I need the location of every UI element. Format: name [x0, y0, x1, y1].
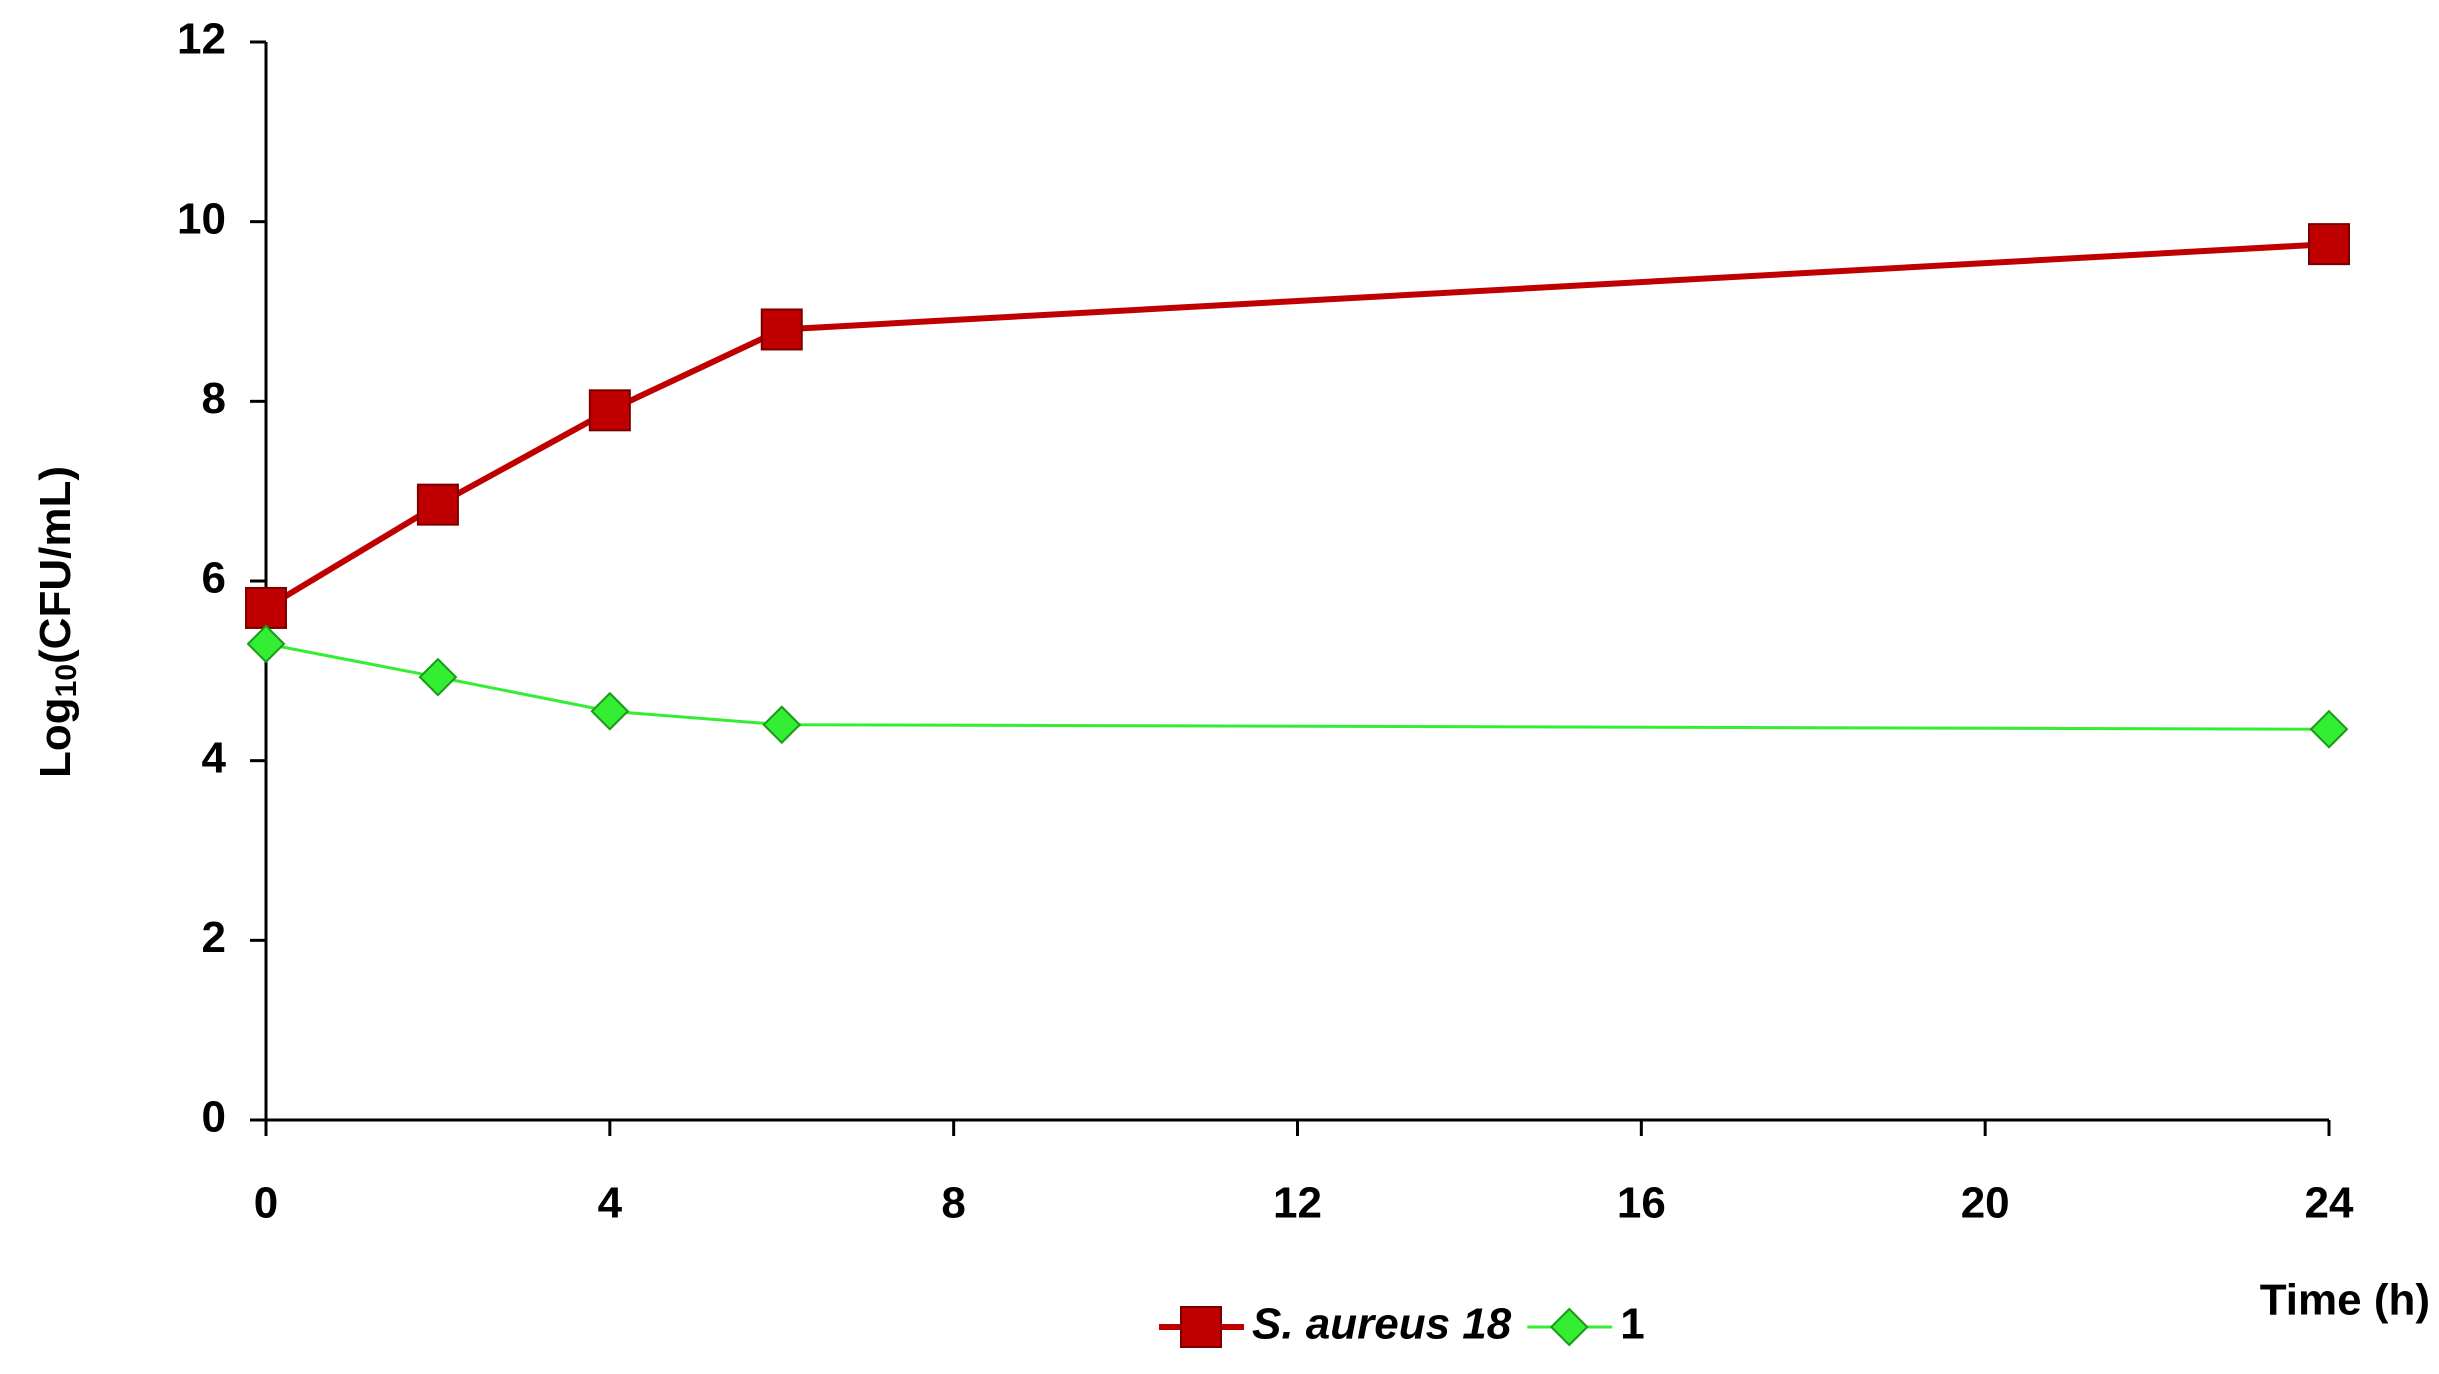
y-label-part: Log: [31, 697, 80, 778]
data-point: [418, 657, 458, 697]
data-point: [2309, 709, 2349, 749]
y-label-subscript: 10: [50, 664, 83, 697]
x-axis-label: Time (h): [2260, 1276, 2430, 1325]
data-point: [588, 389, 631, 432]
y-tick-label: 6: [202, 554, 226, 603]
x-tick-label: 20: [1961, 1179, 2010, 1228]
data-point: [590, 691, 630, 731]
y-tick-label: 12: [177, 15, 226, 64]
y-tick-label: 2: [202, 913, 226, 962]
x-tick-label: 12: [1273, 1179, 1322, 1228]
legend-label: S. aureus 18: [1252, 1300, 1512, 1349]
data-point: [762, 705, 802, 745]
data-point: [2308, 223, 2350, 266]
y-tick-label: 8: [202, 374, 226, 423]
legend-label: 1: [1620, 1300, 1644, 1349]
series-line: [265, 642, 2330, 731]
y-axis-label: Log10(CFU/mL): [31, 466, 83, 778]
x-tick-label: 24: [2305, 1179, 2354, 1228]
data-point: [245, 586, 287, 629]
data-point: [760, 308, 803, 351]
x-tick-label: 4: [598, 1179, 623, 1228]
data-point: [416, 483, 459, 526]
x-tick-label: 0: [254, 1179, 278, 1228]
y-tick-label: 4: [202, 733, 227, 782]
y-tick-label: 0: [202, 1093, 226, 1142]
y-tick-label: 10: [177, 194, 226, 243]
legend-marker: [1549, 1307, 1589, 1347]
y-label-part: (CFU/mL): [31, 466, 80, 664]
legend-marker: [1180, 1306, 1222, 1348]
data-point: [246, 624, 286, 664]
x-tick-label: 16: [1617, 1179, 1666, 1228]
x-tick-label: 8: [941, 1179, 965, 1228]
series-line: [264, 241, 2330, 611]
